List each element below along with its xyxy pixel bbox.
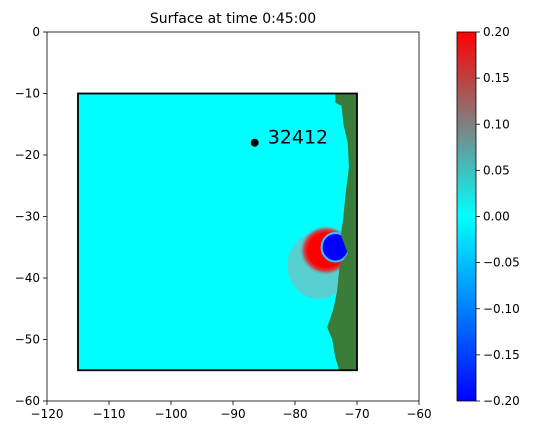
x-tick-label: −110 [93, 407, 126, 421]
surface-field [78, 93, 357, 371]
colorbar-tick-label: −0.05 [483, 256, 520, 270]
colorbar-tick-label: 0.05 [483, 163, 510, 177]
colorbar-tick-label: −0.20 [483, 394, 520, 408]
land-mass [327, 93, 357, 371]
colorbar-axis: 0.20 0.15 0.10 0.05 0.00 −0.05 −0.10 −0.15 −0.20 [476, 25, 520, 408]
x-tick-label: −120 [31, 407, 64, 421]
y-tick-label: −10 [15, 87, 40, 101]
y-axis: 0 −10 −20 −30 −40 −50 −60 [15, 25, 47, 408]
y-tick-label: −40 [15, 271, 40, 285]
y-tick-label: −50 [15, 333, 40, 347]
colorbar-tick-label: −0.10 [483, 302, 520, 316]
gauge-label: 32412 [268, 127, 328, 149]
domain-box [77, 92, 358, 372]
colorbar [456, 31, 477, 402]
x-tick-label: −90 [220, 407, 245, 421]
colorbar-tick-label: 0.20 [483, 25, 510, 39]
x-tick-label: −60 [406, 407, 431, 421]
x-tick-label: −70 [344, 407, 369, 421]
colorbar-tick-label: −0.15 [483, 348, 520, 362]
x-tick-label: −100 [155, 407, 188, 421]
y-tick-label: −30 [15, 210, 40, 224]
y-tick-label: −20 [15, 148, 40, 162]
colorbar-tick-label: 0.00 [483, 210, 510, 224]
y-tick-label: −60 [15, 394, 40, 408]
colorbar-tick-label: 0.10 [483, 117, 510, 131]
gauge-marker [250, 138, 259, 147]
y-tick-label: 0 [32, 25, 40, 39]
chart-title: Surface at time 0:45:00 [150, 11, 316, 27]
x-axis: −120 −110 −100 −90 −80 −70 −60 [31, 401, 432, 421]
x-tick-label: −80 [282, 407, 307, 421]
colorbar-tick-label: 0.15 [483, 71, 510, 85]
